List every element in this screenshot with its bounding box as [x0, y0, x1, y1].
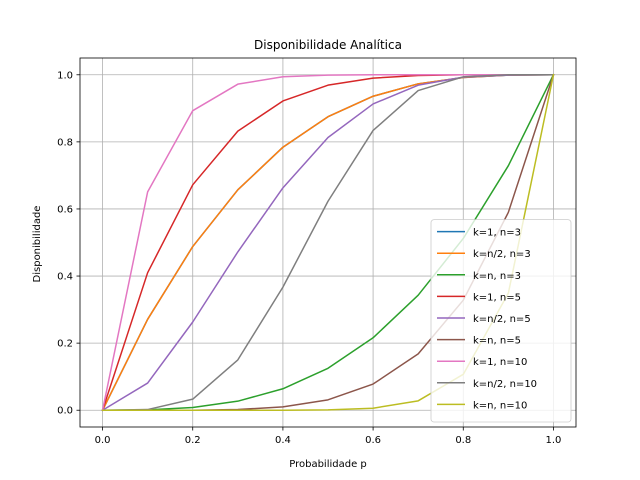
y-tick-label: 0.0	[57, 406, 73, 417]
legend-entry: k=n, n=5	[473, 336, 521, 347]
legend-entry: k=n, n=3	[473, 271, 521, 282]
grid	[80, 58, 576, 427]
series-line-8	[101, 74, 555, 411]
legend-entry: k=n, n=10	[473, 400, 527, 411]
legend-entry: k=1, n=10	[473, 357, 527, 368]
y-tick-label: 0.2	[57, 339, 73, 350]
legend-entry: k=n/2, n=3	[473, 249, 531, 260]
plot-lines	[101, 73, 555, 412]
y-axis-label: Disponibilidade	[32, 206, 43, 283]
x-axis-label: Probabilidade p	[289, 459, 367, 470]
x-tick-label: 0.6	[365, 435, 381, 446]
x-tick-label: 0.0	[95, 435, 111, 446]
series-line-7	[101, 74, 555, 412]
legend-box	[430, 219, 572, 423]
x-tick-label: 0.8	[455, 435, 471, 446]
legend: k=1, n=3 k=n/2, n=3 k=n, n=3 k=1, n=5 k=n/2,…	[430, 219, 572, 423]
series-line-3	[101, 73, 555, 411]
y-tick-label: 1.0	[57, 70, 73, 81]
y-tick-label: 0.4	[57, 272, 73, 283]
y-tick-label: 0.6	[57, 204, 73, 215]
chart-title: Disponibilidade Analítica	[254, 38, 402, 52]
axis-ticks: 0.0 0.2 0.4 0.6 0.8 1.0 0.0 0.2 0.4 0.6 0.8 1.0	[57, 70, 561, 446]
plot-frame	[79, 57, 577, 428]
x-tick-label: 0.2	[185, 435, 201, 446]
x-tick-label: 1.0	[546, 435, 562, 446]
x-tick-label: 0.4	[275, 435, 291, 446]
legend-entry: k=1, n=3	[473, 228, 521, 239]
legend-entry: k=1, n=5	[473, 292, 521, 303]
y-tick-label: 0.8	[57, 137, 73, 148]
legend-entry: k=n/2, n=5	[473, 314, 531, 325]
legend-entry: k=n/2, n=10	[473, 379, 537, 390]
